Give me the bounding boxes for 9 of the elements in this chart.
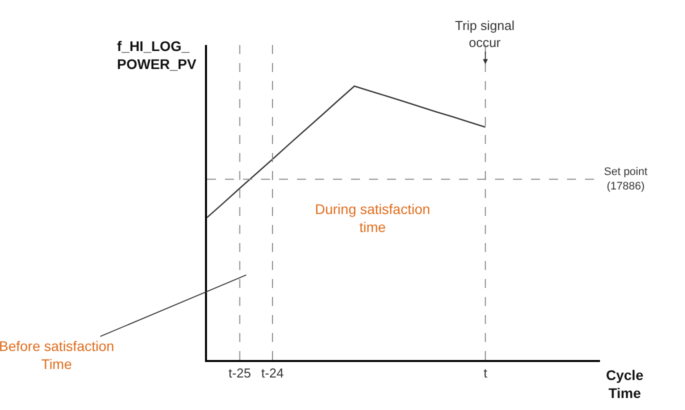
y-axis-title: f_HI_LOG_ POWER_PV	[117, 38, 198, 72]
text: Before satisfaction Time	[0, 338, 114, 372]
x-axis-title: Cycle Time	[606, 367, 644, 402]
annotation: During satisfaction time	[315, 201, 430, 236]
x-tick-label: t-25	[228, 366, 251, 381]
annotation: Trip signal occur	[455, 18, 515, 50]
ref-line-label: Set point (17886)	[604, 166, 648, 192]
x-tick-label: t	[484, 366, 488, 381]
x-tick-label: t-24	[261, 366, 284, 381]
